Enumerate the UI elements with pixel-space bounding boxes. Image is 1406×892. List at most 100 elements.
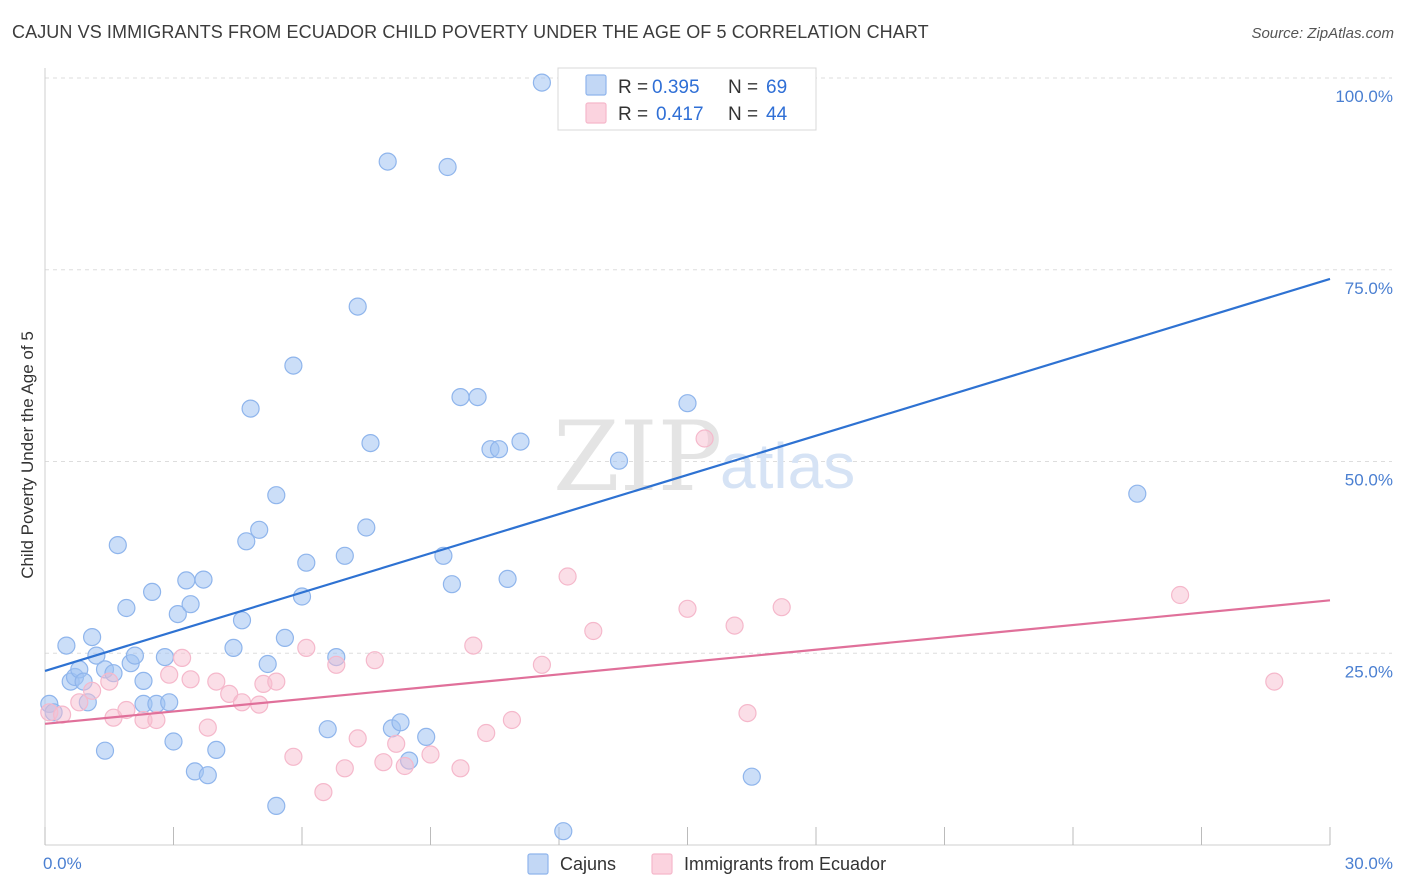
y-tick-labels: 25.0% 50.0% 75.0% 100.0% [1335, 87, 1393, 681]
cajuns-point [237, 532, 256, 551]
cajuns-point [267, 486, 286, 505]
ecuador-point [117, 700, 136, 720]
y-tick-label: 75.0% [1345, 279, 1393, 298]
data-points [40, 73, 1284, 841]
ecuador-n-label: N = [728, 104, 758, 125]
watermark-zip: ZIP [553, 401, 722, 513]
ecuador-point [181, 670, 200, 689]
watermark: ZIP atlas [553, 401, 855, 513]
cajuns-point [168, 604, 187, 624]
cajuns-series-swatch [527, 853, 549, 875]
x-tick-label: 0.0% [43, 854, 82, 873]
cajuns-point [742, 767, 761, 786]
cajuns-point [678, 394, 697, 413]
ecuador-point [395, 756, 414, 776]
ecuador-point [70, 693, 89, 712]
cajuns-point [284, 356, 303, 375]
cajuns-point [417, 727, 436, 747]
cajuns-point [489, 440, 509, 459]
ecuador-point [348, 729, 367, 748]
ecuador-point [502, 710, 521, 730]
cajuns-point [143, 582, 162, 602]
ecuador-point [267, 672, 286, 691]
cajuns-point [335, 546, 354, 565]
ecuador-point [772, 598, 791, 617]
cajuns-point [442, 575, 461, 594]
ecuador-n-value: 44 [766, 104, 788, 125]
cajuns-point [378, 152, 397, 171]
ecuador-point [82, 681, 102, 700]
cajuns-point [241, 399, 260, 418]
cajuns-point [134, 671, 153, 691]
ecuador-point [327, 655, 346, 674]
ecuador-point [678, 599, 697, 618]
cajuns-point [532, 73, 552, 92]
cajuns-point [155, 647, 174, 667]
cajuns-series-label: Cajuns [560, 854, 616, 874]
cajuns-point [194, 570, 213, 589]
ecuador-point [464, 636, 483, 655]
cajuns-point [267, 796, 286, 816]
cajuns-point [164, 732, 183, 751]
ecuador-point [173, 648, 192, 668]
stats-legend: R = 0.395 N = 69 R = 0.417 N = 44 [557, 67, 817, 131]
ecuador-point [365, 651, 384, 670]
ecuador-point [1265, 672, 1284, 691]
ecuador-series-swatch [651, 853, 673, 875]
cajuns-point [357, 518, 376, 537]
cajuns-trend-line [44, 277, 1331, 672]
watermark-atlas: atlas [720, 430, 855, 502]
ecuador-point [220, 684, 239, 704]
cajuns-r-label: R = [618, 77, 648, 98]
x-tick-label: 30.0% [1345, 854, 1393, 873]
chart-title: CAJUN VS IMMIGRANTS FROM ECUADOR CHILD P… [12, 22, 929, 42]
ecuador-point [738, 703, 757, 723]
ecuador-point [387, 734, 406, 753]
cajuns-point [318, 720, 337, 739]
ecuador-point [284, 747, 303, 766]
cajuns-point [1128, 484, 1147, 503]
cajuns-point [275, 628, 294, 648]
cajuns-point [57, 636, 76, 655]
ecuador-point [207, 672, 226, 691]
ecuador-point [725, 616, 744, 635]
ecuador-point [335, 759, 354, 778]
cajuns-point [82, 627, 102, 647]
cajuns-point [160, 693, 179, 712]
cajuns-point [207, 740, 226, 760]
cajuns-legend-swatch [585, 74, 607, 96]
y-tick-label: 100.0% [1335, 87, 1393, 106]
cajuns-r-value: 0.395 [652, 77, 700, 98]
ecuador-point [147, 710, 166, 730]
ecuador-point [374, 753, 393, 772]
source-credit: Source: ZipAtlas.com [1251, 25, 1394, 42]
ecuador-point [532, 655, 552, 674]
ecuador-series-label: Immigrants from Ecuador [684, 854, 886, 874]
ecuador-point [198, 718, 217, 737]
cajuns-point [391, 713, 410, 732]
cajuns-point [258, 654, 277, 674]
ecuador-point [314, 782, 333, 802]
cajuns-point [297, 553, 316, 572]
cajuns-point [250, 520, 269, 539]
y-axis-title: Child Poverty Under the Age of 5 [18, 331, 37, 579]
trend-lines [44, 277, 1331, 725]
cajuns-point [451, 388, 470, 407]
ecuador-legend-swatch [585, 102, 607, 124]
cajuns-point [95, 741, 115, 760]
cajuns-point [511, 432, 530, 451]
cajuns-point [468, 388, 487, 407]
cajuns-point [498, 569, 517, 589]
cajuns-n-value: 69 [766, 77, 787, 98]
cajuns-point [198, 766, 217, 785]
ecuador-trend-line [44, 599, 1331, 725]
cajuns-point [177, 571, 196, 590]
cajuns-point [224, 638, 243, 658]
cajuns-point [361, 434, 380, 453]
ecuador-point [297, 638, 316, 658]
cajuns-point [554, 822, 573, 841]
ecuador-point [160, 665, 179, 684]
ecuador-point [477, 723, 496, 743]
grid-lines [45, 77, 1392, 654]
